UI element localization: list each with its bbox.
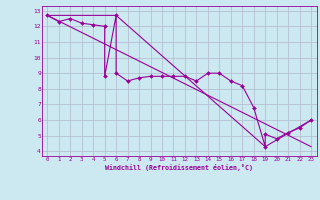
X-axis label: Windchill (Refroidissement éolien,°C): Windchill (Refroidissement éolien,°C) (105, 164, 253, 171)
